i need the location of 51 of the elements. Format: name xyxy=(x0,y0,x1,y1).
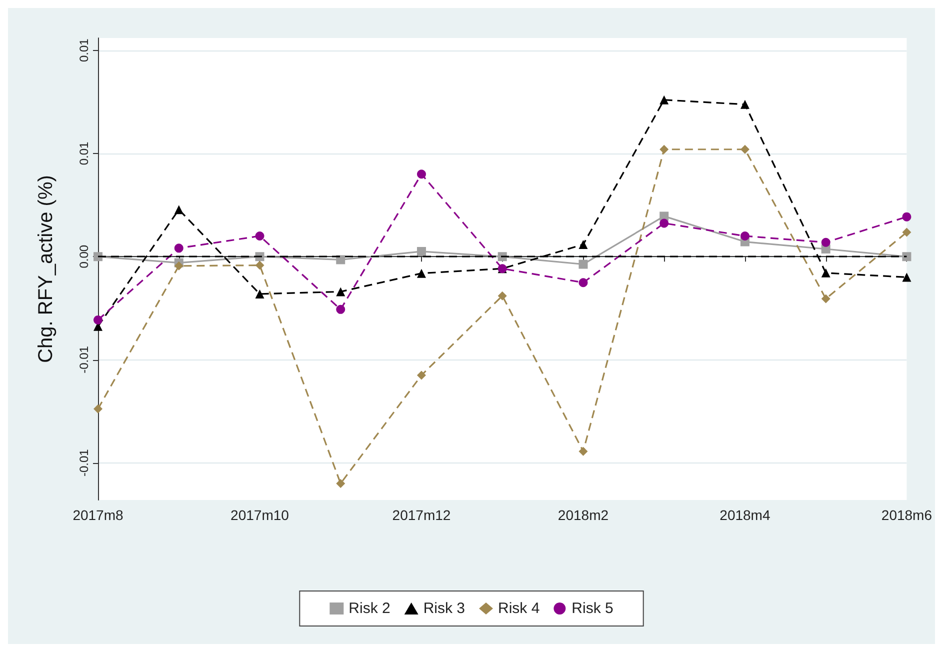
point xyxy=(578,278,588,288)
point xyxy=(660,144,669,154)
point xyxy=(416,370,426,380)
point xyxy=(255,232,264,240)
point xyxy=(902,272,912,282)
point xyxy=(336,255,346,264)
point xyxy=(94,315,102,324)
y-tick-label: -0.01 xyxy=(77,448,91,477)
point xyxy=(255,260,264,270)
point xyxy=(740,144,750,154)
point xyxy=(578,260,588,269)
point xyxy=(740,232,750,240)
y-tick-label: -0.01 xyxy=(77,346,91,374)
point xyxy=(740,100,750,109)
x-tick-label: 2018m2 xyxy=(558,507,609,523)
point xyxy=(498,252,507,262)
point xyxy=(416,170,426,179)
point xyxy=(416,246,426,256)
point xyxy=(821,268,830,278)
x-tick-label: 2018m4 xyxy=(720,507,770,523)
legend-label: Risk 4 xyxy=(498,600,540,617)
point xyxy=(660,95,669,104)
point xyxy=(174,261,184,270)
point xyxy=(174,205,184,214)
point xyxy=(578,240,588,249)
point xyxy=(336,287,346,296)
point xyxy=(174,244,184,253)
y-axis-title: Chg. RFY_active (%) xyxy=(35,175,57,363)
point xyxy=(336,479,346,488)
x-tick-label: 2017m8 xyxy=(72,507,124,523)
y-tick-label: 0.01 xyxy=(77,38,91,62)
legend-label: Risk 2 xyxy=(348,600,390,617)
point xyxy=(336,304,346,314)
point xyxy=(416,268,426,278)
point xyxy=(578,446,588,456)
point xyxy=(902,228,912,237)
point xyxy=(821,238,830,247)
point xyxy=(902,212,912,222)
x-tick-label: 2017m12 xyxy=(392,507,451,523)
point xyxy=(821,294,830,304)
x-tick-label: 2018m6 xyxy=(881,507,932,523)
point xyxy=(255,252,264,262)
y-tick-label: 0.00 xyxy=(77,244,91,268)
point xyxy=(660,218,669,228)
point xyxy=(94,404,102,414)
x-tick-label: 2017m10 xyxy=(230,507,290,523)
y-tick-label: 0.01 xyxy=(77,142,91,166)
point xyxy=(498,291,507,300)
point xyxy=(255,289,264,298)
legend-label: Risk 3 xyxy=(423,600,466,617)
legend-label: Risk 5 xyxy=(572,600,614,617)
